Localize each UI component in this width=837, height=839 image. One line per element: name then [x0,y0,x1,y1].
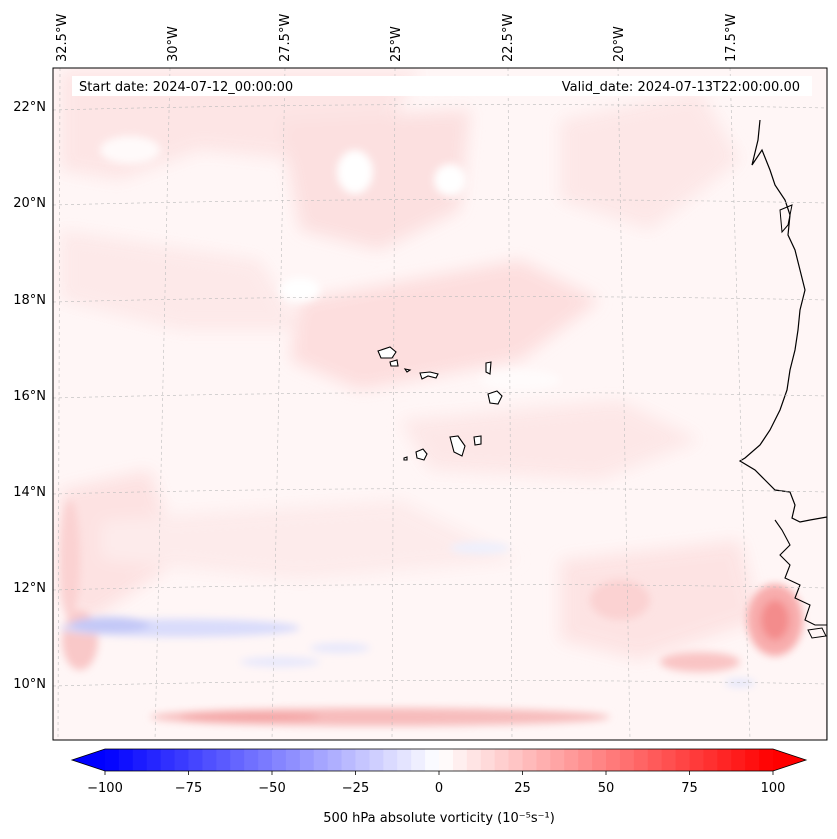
colorbar-segment [731,749,746,771]
colorbar-segment [592,749,607,771]
valid-date-label: Valid_date: 2024-07-13T22:00:00.00 [562,80,800,95]
colorbar-segment [633,749,649,771]
colorbar-tick-label: 0 [435,781,443,796]
colorbar-segment [439,749,454,771]
colorbar-segment [466,749,482,771]
island-sao-vicente [389,359,399,367]
colorbar-segment [285,749,301,771]
colorbar-segment [160,749,176,771]
lon-label: 27.5°W [278,14,293,62]
latitude-labels: 22°N 20°N 18°N 16°N 14°N 12°N 10°N [13,100,46,692]
colorbar-segment [258,749,273,771]
island-santiago [449,435,466,457]
colorbar-segment [313,749,329,771]
graticule [52,67,828,741]
island-brava [403,456,408,461]
island-santo-antao [377,346,397,359]
colorbar-segment [369,749,384,771]
lon-label: 25°W [389,26,404,62]
colorbar-segment [327,749,343,771]
colorbar-segment [383,749,398,771]
colorbar-segment [550,749,565,771]
island-sao-nicolau [419,371,439,380]
lat-label: 12°N [13,581,46,596]
colorbar-tick-label: 75 [681,781,698,796]
colorbar-segment [564,749,579,771]
colorbar-segment [216,749,231,771]
colorbar-segment [146,749,162,771]
colorbar-segment [230,749,245,771]
longitude-labels: 32.5°W 30°W 27.5°W 25°W 22.5°W 20°W 17.5… [55,14,739,62]
island-fogo [415,448,428,461]
colorbar-segment [480,749,496,771]
colorbar-tick-label: 25 [514,781,531,796]
colorbar-ticks [104,771,774,775]
colorbar-segment [411,749,426,771]
lon-label: 22.5°W [501,14,516,62]
colorbar-segment [272,749,287,771]
colorbar-segment [578,749,593,771]
colorbar-segment [647,749,663,771]
colorbar-segment [425,749,440,771]
colorbar-tick-label: −100 [87,781,123,796]
island-santa-luzia [403,368,412,373]
colorbar-segment [299,749,315,771]
colorbar-segment [717,749,732,771]
colorbar-segment [703,749,718,771]
header-background [72,76,812,96]
lon-label: 30°W [166,26,181,62]
start-date-label: Start date: 2024-07-12_00:00:00 [79,80,293,95]
lat-label: 16°N [13,389,46,404]
map-frame [52,67,828,741]
lat-label: 18°N [13,293,46,308]
colorbar-segment [174,749,189,771]
colorbar-segment [619,749,635,771]
colorbar-tick-label: 100 [761,781,786,796]
cape-verde-islands [377,346,503,461]
colorbar-tick-labels: −100 −75 −50 −25 0 25 50 75 100 [87,781,785,796]
colorbar-segment [494,749,510,771]
lon-label: 32.5°W [55,14,70,62]
colorbar-segment [675,749,690,771]
lon-label: 20°W [612,26,627,62]
colorbar-segment [105,749,120,771]
island-boa-vista [487,390,503,405]
colorbar-segment [397,749,412,771]
lat-label: 10°N [13,677,46,692]
colorbar-segment [508,749,523,771]
colorbar-segment [536,749,551,771]
colorbar-segment [202,749,217,771]
colorbar-tick-label: −50 [258,781,285,796]
colorbar-label: 500 hPa absolute vorticity (10⁻⁵s⁻¹) [323,811,555,826]
lat-label: 22°N [13,100,46,115]
colorbar-segment [759,749,774,771]
colorbar-segments [105,749,774,771]
africa-coastline [738,119,827,740]
colorbar-segment [118,749,134,771]
map-panel[interactable]: Start date: 2024-07-12_00:00:00 Valid_da… [13,14,828,741]
colorbar-segment [522,749,537,771]
lat-label: 20°N [13,196,46,211]
colorbar-segment [341,749,356,771]
lat-label: 14°N [13,485,46,500]
colorbar-segment [745,749,760,771]
colorbar-segment [452,749,468,771]
colorbar-tick-label: −75 [175,781,202,796]
colorbar-segment [606,749,621,771]
colorbar-extend-right [773,749,806,771]
lon-label: 17.5°W [724,14,739,62]
colorbar-extend-left [72,749,105,771]
colorbar-tick-label: 50 [598,781,615,796]
island-sal [485,361,492,375]
colorbar-tick-label: −25 [342,781,369,796]
colorbar-segment [132,749,148,771]
colorbar-segment [244,749,259,771]
colorbar: −100 −75 −50 −25 0 25 50 75 100 500 hPa … [70,748,808,826]
colorbar-segment [661,749,677,771]
island-maio [473,435,482,446]
colorbar-segment [188,749,203,771]
colorbar-segment [689,749,704,771]
colorbar-segment [355,749,370,771]
